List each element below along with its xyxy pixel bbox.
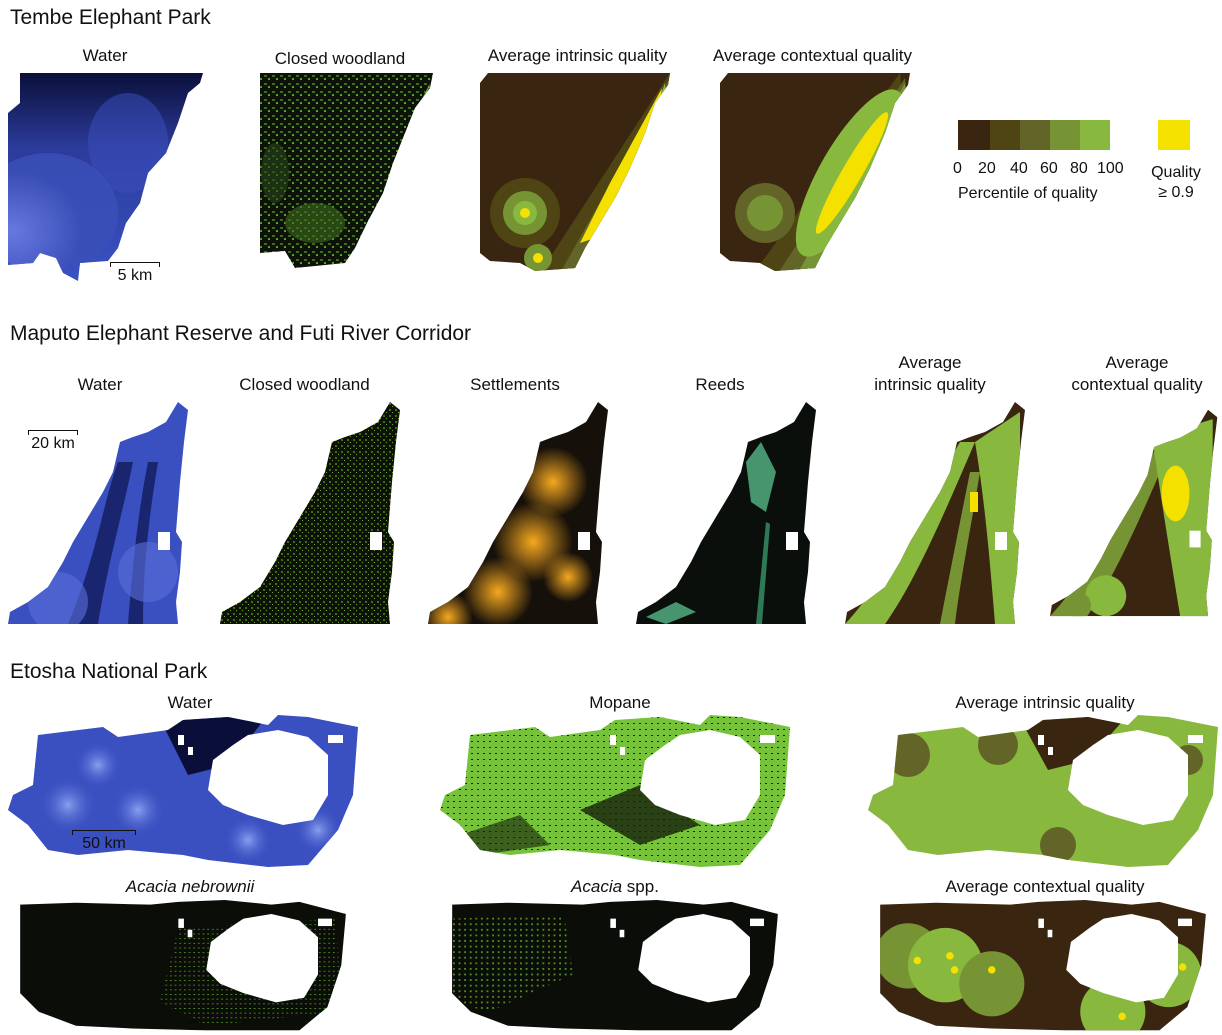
legend-tick-40: 40 [1010,160,1028,177]
legend-tick-0: 0 [953,160,962,177]
map-etosha-water [8,715,358,867]
label-tembe-intrinsic: Average intrinsic quality [487,46,668,65]
label-tembe-contextual: Average contextual quality [712,46,913,65]
map-etosha-contextual [880,900,1206,1031]
legend-quality-threshold: ≥ 0.9 [1158,184,1194,201]
map-maputo-intrinsic [845,402,1025,624]
label-maputo-water: Water [77,375,123,394]
section-title-etosha: Etosha National Park [10,660,208,683]
legend-swatch-high [1158,120,1190,150]
legend-swatch-3 [1050,120,1080,150]
map-etosha-intrinsic [868,715,1218,867]
map-tembe-intrinsic [480,73,670,271]
label-etosha-intrinsic: Average intrinsic quality [955,693,1135,712]
scalebar-etosha: 50 km [72,830,136,853]
label-maputo-settlements: Settlements [470,375,560,394]
map-etosha-acacia-spp [452,900,778,1031]
label-etosha-mopane: Mopane [589,693,651,712]
map-tembe-woodland [260,73,433,268]
label-tembe-woodland: Closed woodland [274,49,406,68]
label-etosha-contextual: Average contextual quality [945,877,1145,896]
map-tembe-contextual [720,73,910,271]
scalebar-tembe: 5 km [110,262,160,285]
map-maputo-contextual [1050,409,1218,617]
map-maputo-water [8,402,188,624]
label-etosha-water: Water [167,693,213,712]
legend-tick-20: 20 [978,160,996,177]
legend-tick-100: 100 [1097,160,1124,177]
label-maputo-contextual: Average contextual quality [1071,353,1203,394]
legend-tick-80: 80 [1070,160,1088,177]
map-etosha-acacia-nebrownii [20,900,346,1031]
label-etosha-acacia-spp: Acacia spp. [571,877,659,896]
label-maputo-woodland: Closed woodland [239,375,370,394]
map-etosha-mopane [440,715,790,867]
map-maputo-reeds [636,402,816,624]
section-title-maputo: Maputo Elephant Reserve and Futi River C… [10,322,472,345]
label-maputo-reeds: Reeds [695,375,745,394]
legend-swatch-1 [990,120,1020,150]
legend-swatch-0 [958,120,990,150]
section-title-tembe: Tembe Elephant Park [10,6,211,29]
map-maputo-woodland [220,402,400,624]
label-maputo-intrinsic: Average intrinsic quality [874,353,986,394]
legend-swatch-4 [1080,120,1110,150]
legend-swatch-2 [1020,120,1050,150]
legend-caption: Percentile of quality [958,185,1098,202]
scalebar-maputo: 20 km [28,430,78,453]
map-maputo-settlements [428,402,608,624]
legend-tick-60: 60 [1040,160,1058,177]
map-tembe-water [8,73,203,281]
legend-quality-label: Quality [1151,164,1201,181]
label-etosha-acacia-nebrownii: Acacia nebrownii [125,877,255,896]
label-tembe-water: Water [82,46,128,65]
